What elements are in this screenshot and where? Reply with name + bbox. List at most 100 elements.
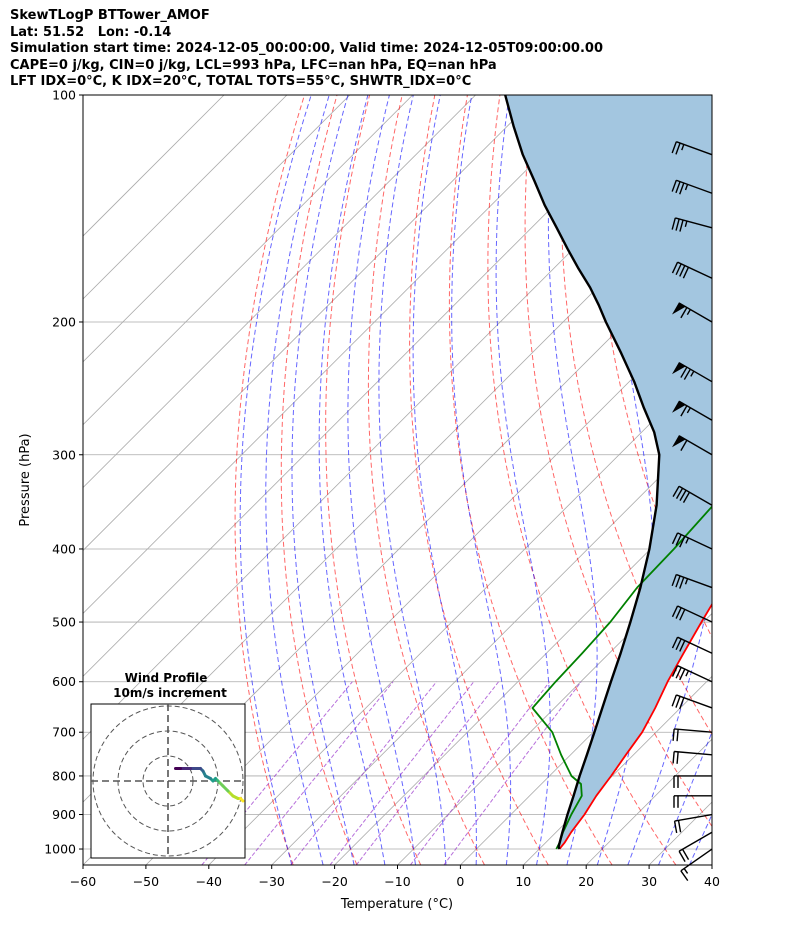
moist-adiabat-line <box>627 95 712 865</box>
moist-adiabat-line <box>378 95 447 865</box>
x-tick-label: 40 <box>704 874 720 889</box>
dry-adiabat-line <box>524 95 712 828</box>
y-tick-label: 500 <box>52 615 76 630</box>
x-axis-label: Temperature (°C) <box>340 897 453 912</box>
isotherm-line <box>460 612 712 865</box>
y-tick-label: 1000 <box>44 842 76 857</box>
parcel-profile-line <box>504 95 661 850</box>
dry-adiabat-line <box>234 95 305 865</box>
dry-adiabat-line <box>448 95 613 865</box>
profiles <box>504 95 712 850</box>
wind-barb <box>671 665 713 683</box>
isotherm-line <box>83 95 225 237</box>
wind-barb <box>672 435 713 456</box>
mixing-ratio-line <box>244 681 394 865</box>
isotherm-line <box>83 95 602 614</box>
x-tick-label: −30 <box>259 874 285 889</box>
mixing-ratio-line <box>409 681 550 865</box>
title-line-station: SkewTLogP BTTower_AMOF <box>10 8 210 23</box>
moist-adiabat-line <box>318 95 386 865</box>
moist-adiabat-line <box>265 95 330 865</box>
wind-barb <box>671 261 713 279</box>
y-axis-label: Pressure (hPa) <box>18 433 33 526</box>
x-tick-label: 20 <box>578 874 594 889</box>
isotherm-line <box>83 95 413 426</box>
mixing-ratio-line <box>355 681 499 865</box>
moist-adiabat-line <box>720 95 794 865</box>
isotherm-line <box>334 487 712 865</box>
title-line-location: Lat: 51.52 Lon: -0.14 <box>10 24 172 40</box>
y-tick-label: 100 <box>52 88 76 103</box>
cape-shading <box>505 95 712 849</box>
x-tick-label: 10 <box>515 874 531 889</box>
x-tick-label: −40 <box>196 874 222 889</box>
x-tick-label: 30 <box>641 874 657 889</box>
temperature-profile-line <box>558 602 712 850</box>
wind-barb <box>672 728 713 742</box>
wind-barb <box>672 362 713 383</box>
wind-barb <box>671 217 713 232</box>
wind-barbs <box>671 141 713 882</box>
mixing-ratio-line <box>443 681 582 865</box>
chart-title-block: SkewTLogP BTTower_AMOF Lat: 51.52 Lon: -… <box>10 8 603 91</box>
wind-barb <box>671 532 713 550</box>
x-tick-label: −50 <box>133 874 159 889</box>
wind-barb <box>671 694 713 710</box>
y-tick-label: 900 <box>52 807 76 822</box>
y-tick-label: 200 <box>52 314 76 329</box>
wind-barb <box>672 302 713 323</box>
isotherm-line <box>83 95 665 677</box>
x-tick-label: −20 <box>321 874 347 889</box>
x-tick-label: −60 <box>70 874 96 889</box>
x-tick-label: 0 <box>456 874 464 889</box>
y-tick-label: 600 <box>52 674 76 689</box>
dry-adiabat-line <box>761 95 794 865</box>
hodograph-subtitle: 10m/s increment <box>113 686 227 700</box>
y-tick-label: 400 <box>52 541 76 556</box>
dry-adiabat-line <box>728 95 794 865</box>
isotherm-line <box>271 424 712 865</box>
wind-barb <box>672 750 713 764</box>
isotherm-line <box>208 361 712 865</box>
title-line-times: Simulation start time: 2024-12-05_00:00:… <box>10 41 603 56</box>
moist-adiabat-line <box>239 95 312 865</box>
wind-barb <box>680 848 713 882</box>
dry-adiabat-line <box>367 95 485 865</box>
moist-adiabat-line <box>412 95 477 865</box>
y-tick-label: 800 <box>52 768 76 783</box>
wind-barb <box>672 485 713 506</box>
isotherm-line <box>145 298 712 865</box>
isotherm-line <box>523 675 712 865</box>
wind-barb <box>673 775 712 788</box>
title-line-cape: CAPE=0 j/kg, CIN=0 j/kg, LCL=993 hPa, LF… <box>10 57 497 73</box>
dry-adiabat-line <box>280 95 358 865</box>
y-tick-label: 300 <box>52 447 76 462</box>
isotherm-line <box>83 95 539 552</box>
hodograph-title: Wind Profile <box>125 671 208 685</box>
mixing-ratio-line <box>290 681 437 865</box>
wind-barb <box>672 400 713 421</box>
wind-barb <box>671 636 713 654</box>
wind-barb <box>678 831 713 862</box>
dry-adiabat-line <box>595 95 712 639</box>
wind-barb <box>673 813 713 834</box>
isotherm-line <box>83 95 288 300</box>
isotherm-line <box>83 95 351 363</box>
dry-adiabat-line <box>409 95 549 865</box>
cape-shade-area <box>505 95 712 849</box>
isotherm-line <box>83 95 476 489</box>
wind-barb <box>671 141 713 156</box>
wind-barb <box>671 179 713 195</box>
wind-barb <box>671 605 713 623</box>
mixing-ratio-line <box>329 681 475 865</box>
wind-barb <box>673 795 712 808</box>
moist-adiabat-line <box>347 95 416 865</box>
y-tick-label: 700 <box>52 725 76 740</box>
title-line-indices: LFT IDX=0°C, K IDX=20°C, TOTAL TOTS=55°C… <box>10 74 472 89</box>
moist-adiabat-line <box>658 730 712 865</box>
wind-barb <box>671 573 713 589</box>
moist-adiabat-line <box>291 95 355 865</box>
axes: −60 −50 −40 −30 −20 −10 0 10 20 30 40 1000 900 800 700… <box>44 88 720 890</box>
